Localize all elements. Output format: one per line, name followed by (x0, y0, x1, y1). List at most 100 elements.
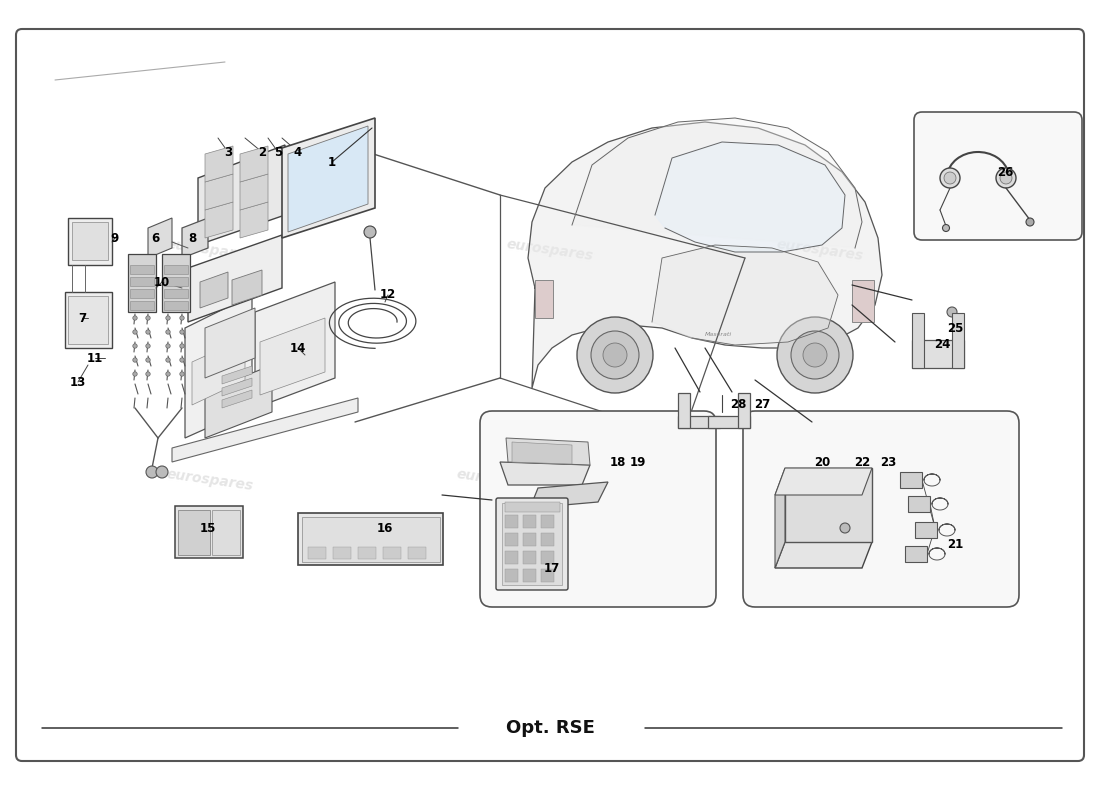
Circle shape (679, 443, 689, 453)
Polygon shape (200, 272, 228, 308)
Polygon shape (282, 118, 375, 238)
Polygon shape (240, 146, 268, 182)
Polygon shape (255, 282, 336, 408)
Text: 4: 4 (294, 146, 302, 158)
Circle shape (146, 330, 151, 334)
Circle shape (944, 172, 956, 184)
Bar (708, 416, 750, 428)
Polygon shape (240, 174, 268, 210)
Bar (164, 277, 188, 286)
FancyBboxPatch shape (742, 411, 1019, 607)
Bar (175, 506, 243, 558)
Bar (164, 289, 188, 298)
Text: 21: 21 (947, 538, 964, 551)
Bar (522, 533, 536, 546)
Circle shape (179, 316, 184, 320)
Polygon shape (654, 142, 845, 252)
Bar (130, 277, 154, 286)
Bar (541, 515, 554, 528)
Polygon shape (528, 122, 882, 388)
Text: 15: 15 (200, 522, 217, 534)
Circle shape (803, 343, 827, 367)
Bar (505, 533, 518, 546)
Text: 22: 22 (854, 455, 870, 469)
Circle shape (603, 343, 627, 367)
Polygon shape (185, 295, 252, 438)
Polygon shape (288, 126, 368, 232)
FancyBboxPatch shape (480, 411, 716, 607)
Circle shape (940, 168, 960, 188)
Text: 7: 7 (78, 311, 86, 325)
Bar (128, 254, 156, 312)
Text: 11: 11 (87, 351, 103, 365)
Bar (130, 265, 154, 274)
Bar (541, 533, 554, 546)
Bar (541, 551, 554, 564)
Circle shape (166, 316, 170, 320)
Circle shape (133, 316, 138, 320)
Circle shape (179, 330, 184, 334)
Bar (502, 503, 562, 585)
Text: 9: 9 (111, 231, 119, 245)
Text: 17: 17 (543, 562, 560, 574)
Polygon shape (652, 245, 838, 345)
Bar (162, 254, 190, 312)
Bar (522, 569, 536, 582)
Circle shape (777, 317, 852, 393)
Bar (212, 510, 240, 555)
Bar (308, 547, 326, 559)
Bar (738, 393, 750, 428)
Circle shape (166, 358, 170, 362)
Polygon shape (260, 318, 324, 395)
Bar (164, 265, 188, 274)
Polygon shape (205, 174, 233, 210)
Text: eurospares: eurospares (166, 467, 254, 493)
Bar (383, 547, 402, 559)
Bar (912, 313, 924, 368)
Bar (522, 515, 536, 528)
Circle shape (133, 372, 138, 376)
Bar (130, 289, 154, 298)
Polygon shape (240, 202, 268, 238)
Circle shape (791, 331, 839, 379)
Bar (905, 546, 927, 562)
Text: eurospares: eurospares (455, 467, 544, 493)
Circle shape (133, 344, 138, 348)
Text: eurospares: eurospares (776, 447, 865, 473)
Bar (535, 280, 553, 318)
Polygon shape (785, 468, 872, 542)
Bar (178, 510, 210, 555)
Bar (522, 551, 536, 564)
Text: 14: 14 (289, 342, 306, 354)
Bar (908, 496, 930, 512)
Text: 26: 26 (997, 166, 1013, 178)
Polygon shape (222, 390, 252, 408)
Polygon shape (188, 235, 282, 322)
Circle shape (179, 358, 184, 362)
Bar (130, 301, 154, 310)
Circle shape (943, 225, 949, 231)
Polygon shape (232, 270, 262, 305)
Bar (678, 393, 690, 428)
Text: 6: 6 (151, 231, 160, 245)
Circle shape (166, 344, 170, 348)
Text: 25: 25 (947, 322, 964, 334)
Circle shape (133, 358, 138, 362)
Bar (333, 547, 351, 559)
Text: 28: 28 (729, 398, 746, 411)
Text: 10: 10 (154, 275, 170, 289)
Circle shape (146, 372, 151, 376)
Polygon shape (72, 222, 108, 260)
Circle shape (679, 433, 689, 443)
Polygon shape (222, 366, 252, 384)
Polygon shape (172, 398, 358, 462)
FancyBboxPatch shape (16, 29, 1084, 761)
Text: Maserati: Maserati (704, 333, 732, 338)
Polygon shape (776, 468, 785, 568)
Circle shape (424, 532, 433, 542)
Circle shape (166, 330, 170, 334)
Polygon shape (500, 462, 590, 485)
Circle shape (146, 358, 151, 362)
Bar (915, 522, 937, 538)
Text: 5: 5 (274, 146, 282, 158)
